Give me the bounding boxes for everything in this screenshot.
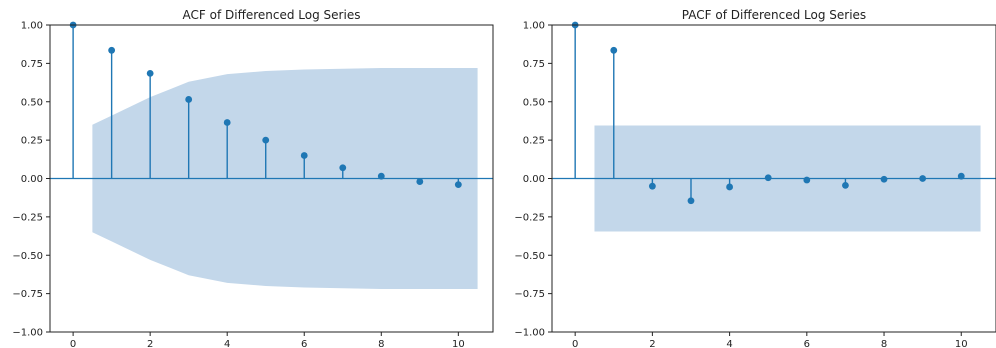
pacf-xtick-label: 2 <box>649 339 655 348</box>
acf-marker <box>454 181 462 189</box>
acf-panel: 1.00 0.75 0.50 0.25 0.00 −0.25 −0.50 −0.75 −1.00… <box>12 8 494 348</box>
acf-ytick-label: −0.25 <box>12 212 43 223</box>
pacf-marker <box>957 172 965 180</box>
acf-marker <box>377 172 385 180</box>
pacf-marker <box>610 46 618 54</box>
pacf-ytick-label: 0.50 <box>523 97 545 108</box>
pacf-marker <box>880 175 888 183</box>
pacf-marker <box>803 176 811 184</box>
acf-ytick-label: −1.00 <box>12 328 43 339</box>
acf-marker <box>339 164 347 172</box>
pacf-marker <box>726 183 733 191</box>
acf-marker <box>146 69 154 77</box>
pacf-ytick-label: −0.50 <box>514 251 545 262</box>
pacf-marker <box>648 182 656 190</box>
acf-marker <box>262 136 270 144</box>
acf-xtick-label: 8 <box>378 339 384 348</box>
acf-marker <box>108 46 116 54</box>
acf-marker <box>416 178 424 185</box>
pacf-xtick-label: 0 <box>572 339 578 348</box>
pacf-ytick-label: 0.25 <box>523 136 545 147</box>
pacf-marker <box>764 174 772 182</box>
acf-ytick-label: 1.00 <box>21 21 43 32</box>
acf-xtick-label: 6 <box>301 339 307 348</box>
pacf-chart-title: PACF of Differenced Log Series <box>682 8 866 22</box>
pacf-marker <box>919 175 927 182</box>
pacf-ytick-label: 1.00 <box>523 21 545 32</box>
acf-marker <box>223 119 231 126</box>
acf-ytick-label: 0.00 <box>21 174 43 185</box>
pacf-xtick-label: 4 <box>726 339 732 348</box>
pacf-xtick-label: 8 <box>881 339 887 348</box>
acf-chart-title: ACF of Differenced Log Series <box>183 8 361 22</box>
pacf-ytick-label: −1.00 <box>514 328 545 339</box>
pacf-ytick-label: −0.25 <box>514 212 545 223</box>
acf-ytick-label: 0.50 <box>21 97 43 108</box>
pacf-marker <box>687 197 695 205</box>
pacf-panel: 1.00 0.75 0.50 0.25 0.00 −0.25 −0.50 −0.75 −1.00… <box>514 8 996 348</box>
pacf-marker <box>842 182 849 189</box>
acf-xtick-label: 10 <box>452 339 465 348</box>
pacf-ytick-label: 0.00 <box>523 174 545 185</box>
pacf-ytick-label: 0.75 <box>523 59 545 70</box>
acf-ytick-label: −0.50 <box>12 251 43 262</box>
acf-marker <box>185 96 193 103</box>
pacf-xtick-label: 10 <box>955 339 968 348</box>
acf-ytick-label: −0.75 <box>12 289 43 300</box>
acf-ytick-label: 0.25 <box>21 136 43 147</box>
acf-ytick-label: 0.75 <box>21 59 43 70</box>
pacf-ytick-label: −0.75 <box>514 289 545 300</box>
acf-xtick-label: 4 <box>224 339 230 348</box>
acf-xtick-label: 0 <box>70 339 76 348</box>
pacf-xtick-label: 6 <box>804 339 810 348</box>
acf-marker <box>300 152 308 159</box>
acf-xtick-label: 2 <box>147 339 153 348</box>
